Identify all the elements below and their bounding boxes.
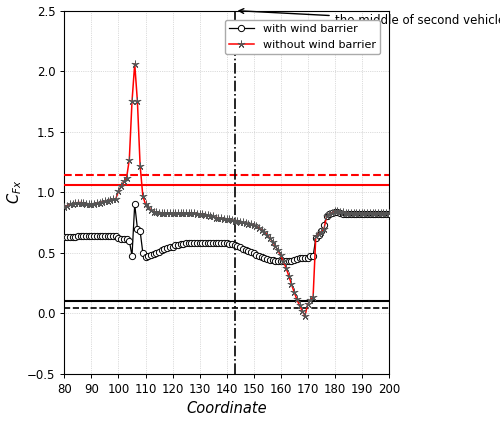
with wind barrier: [94, 234, 100, 239]
Line: with wind barrier: with wind barrier: [62, 201, 392, 264]
with wind barrier: [140, 250, 146, 255]
without wind barrier: [370, 210, 376, 215]
without wind barrier: [386, 210, 392, 215]
with wind barrier: [202, 241, 208, 246]
without wind barrier: [62, 204, 68, 209]
Legend: with wind barrier, without wind barrier: with wind barrier, without wind barrier: [225, 20, 380, 54]
with wind barrier: [62, 235, 68, 240]
X-axis label: Coordinate: Coordinate: [186, 401, 267, 417]
Line: without wind barrier: without wind barrier: [60, 60, 392, 319]
without wind barrier: [140, 193, 146, 198]
without wind barrier: [202, 213, 208, 218]
with wind barrier: [386, 211, 392, 216]
with wind barrier: [370, 211, 376, 216]
with wind barrier: [267, 257, 273, 262]
without wind barrier: [94, 200, 100, 206]
with wind barrier: [286, 259, 292, 264]
Y-axis label: $C_{Fx}$: $C_{Fx}$: [6, 180, 25, 204]
with wind barrier: [272, 259, 278, 264]
without wind barrier: [132, 61, 138, 66]
with wind barrier: [132, 202, 138, 207]
without wind barrier: [267, 236, 273, 241]
without wind barrier: [302, 313, 308, 318]
Text: the middle of second vehicle: the middle of second vehicle: [239, 9, 500, 27]
without wind barrier: [283, 265, 289, 271]
